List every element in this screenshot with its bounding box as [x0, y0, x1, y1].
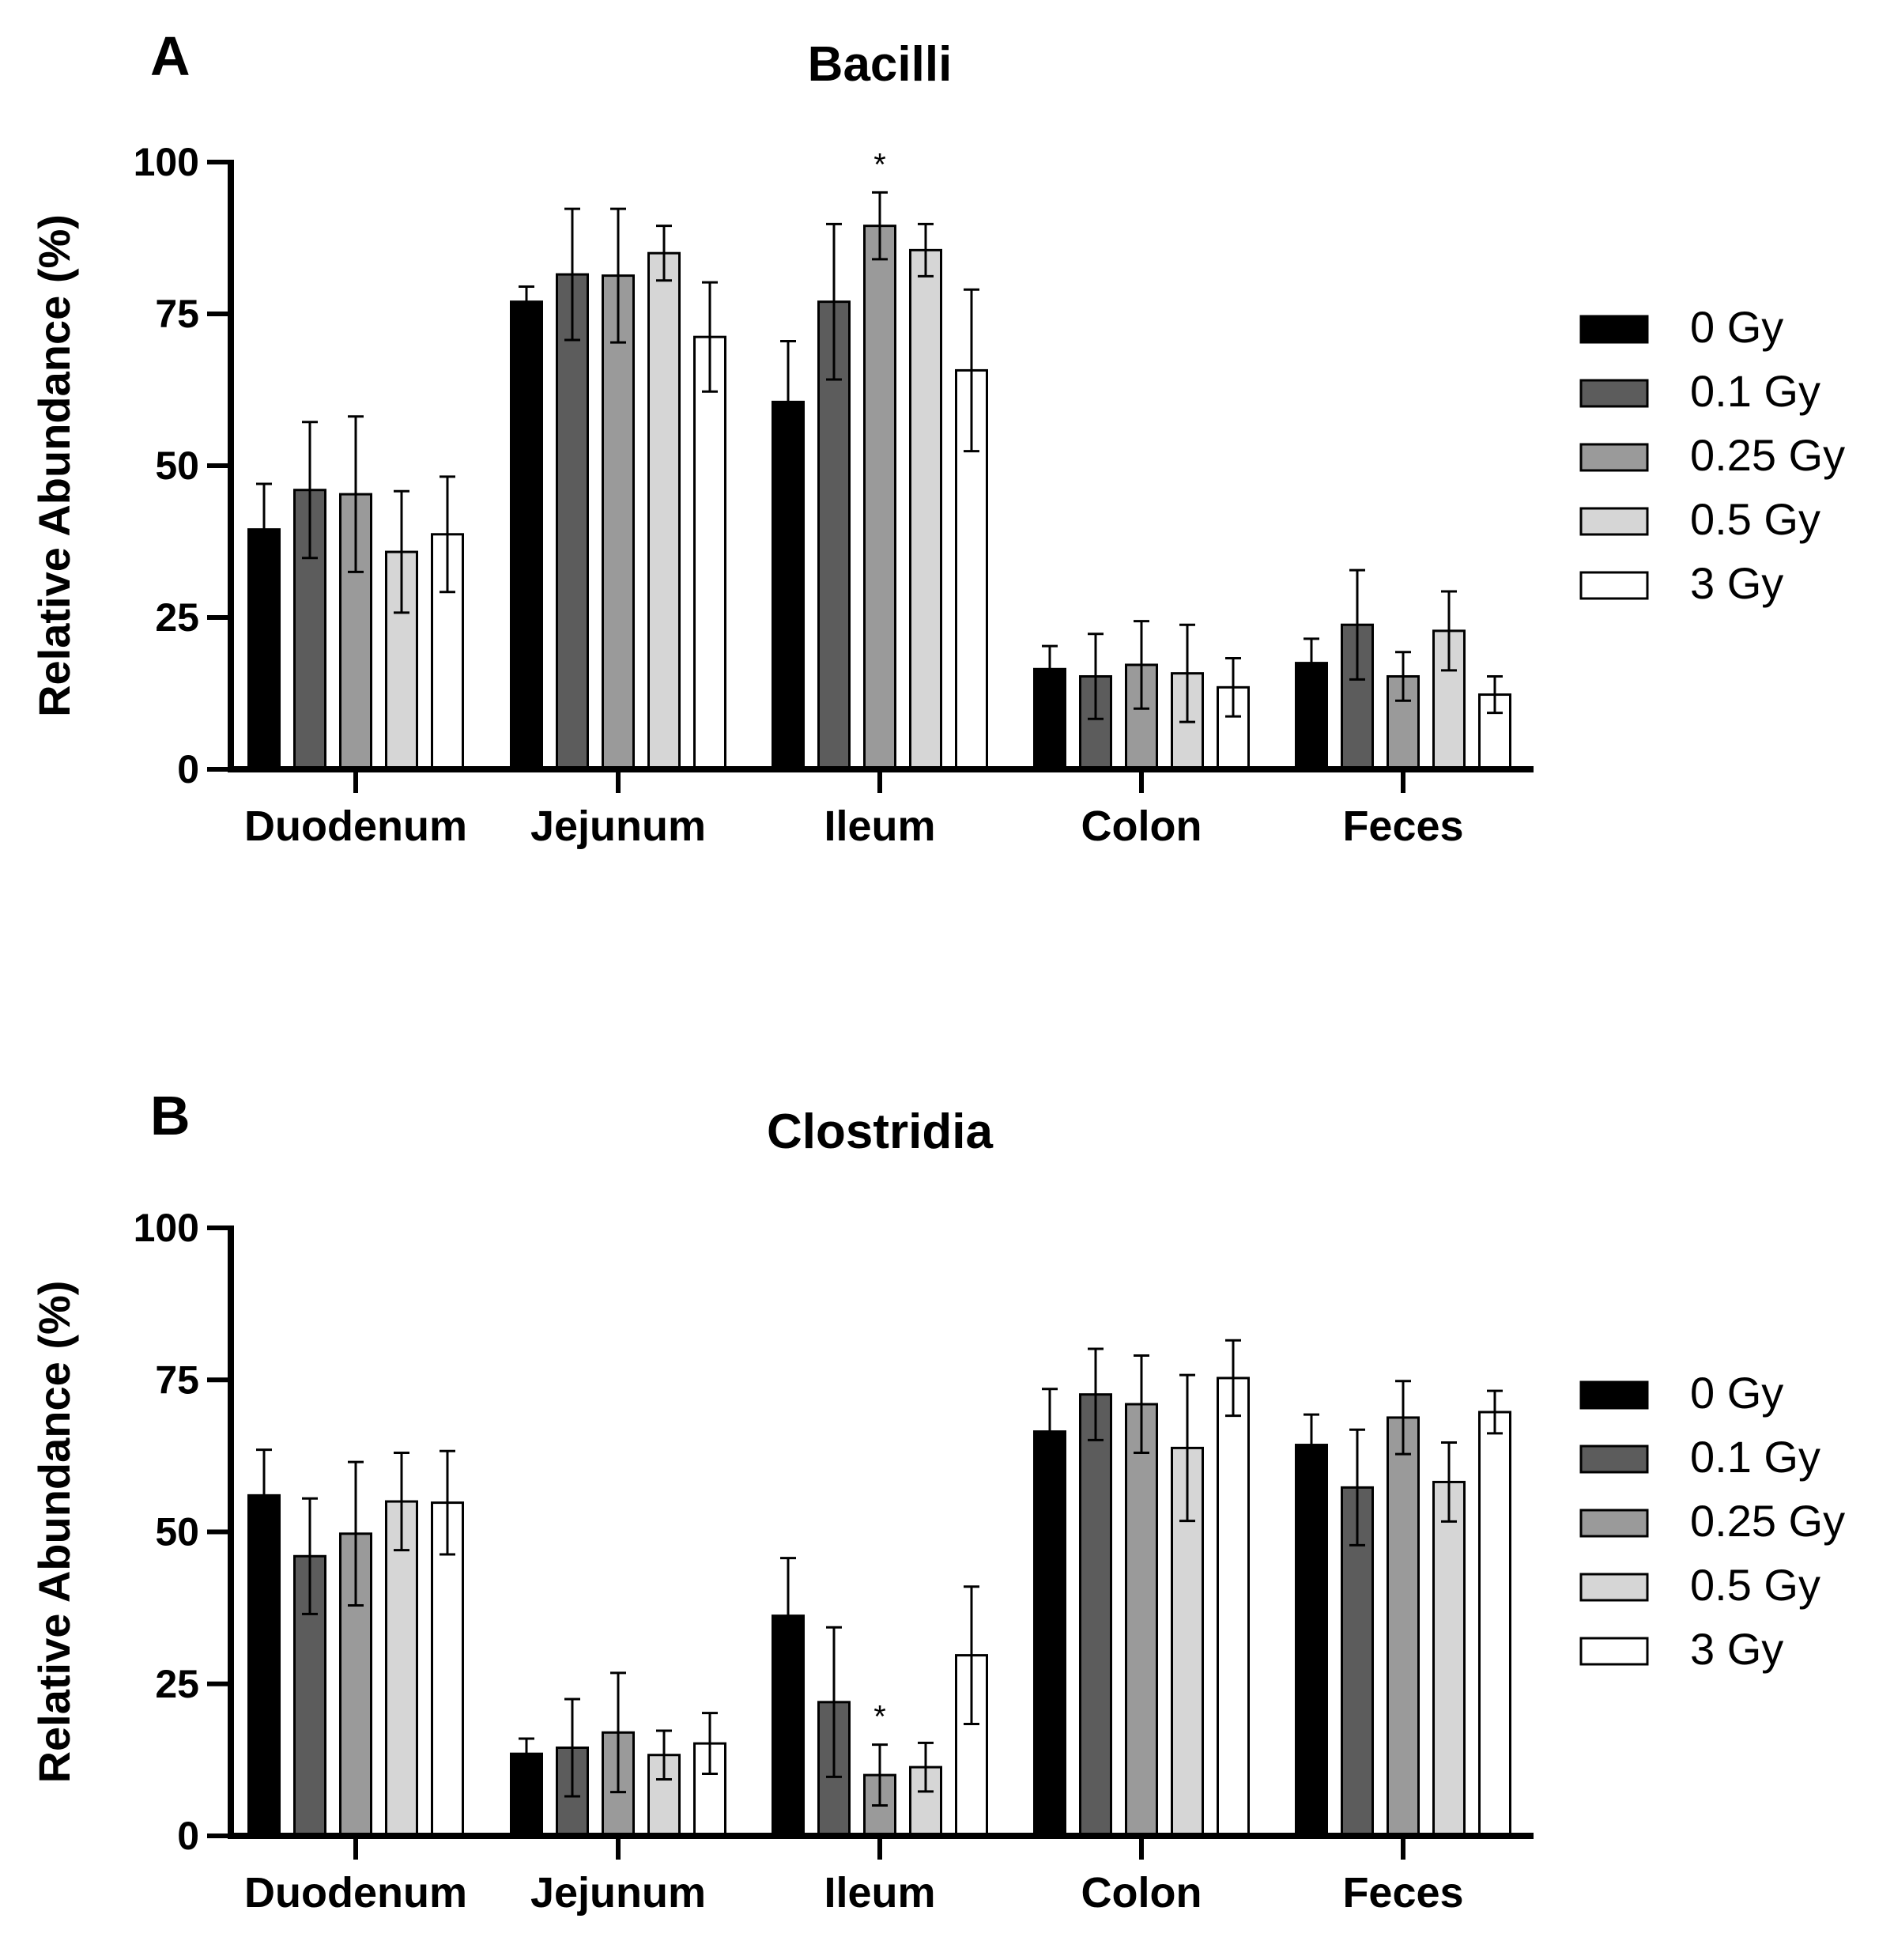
x-category-label: Colon — [1081, 803, 1202, 850]
x-category-label: Ileum — [824, 803, 935, 850]
bar — [1125, 1403, 1158, 1837]
bar — [1217, 1377, 1250, 1837]
bar — [1432, 1480, 1466, 1837]
significance-mark: * — [873, 147, 886, 182]
bar — [693, 335, 726, 771]
significance-mark: * — [873, 1700, 886, 1735]
y-tick-label: 100 — [134, 140, 199, 184]
bar — [1033, 1430, 1066, 1837]
y-axis-label: Relative Abundance (%) — [29, 1281, 79, 1784]
x-category-label: Ileum — [824, 1869, 935, 1917]
legend-label: 0.1 Gy — [1690, 366, 1820, 416]
y-tick-label: 50 — [155, 1510, 199, 1554]
x-category-label: Jejunum — [530, 803, 706, 850]
legend-swatch — [1579, 379, 1649, 408]
x-category-label: Feces — [1342, 1869, 1463, 1917]
panel-letter: A — [150, 25, 191, 87]
legend-swatch — [1579, 443, 1649, 472]
legend-label: 0 Gy — [1690, 1368, 1783, 1418]
bar — [909, 248, 942, 771]
x-category-label: Duodenum — [244, 1869, 467, 1917]
y-axis-label: Relative Abundance (%) — [29, 214, 79, 717]
x-category-label: Duodenum — [244, 803, 467, 850]
y-tick-label: 25 — [155, 595, 199, 640]
legend-swatch — [1579, 1573, 1649, 1602]
y-tick-label: 75 — [155, 1358, 199, 1402]
y-tick-label: 0 — [177, 1814, 199, 1858]
bar — [1079, 1393, 1112, 1837]
legend-label: 3 Gy — [1690, 1624, 1783, 1674]
y-tick-label: 25 — [155, 1662, 199, 1706]
bar — [602, 274, 635, 771]
panel-letter: B — [150, 1085, 191, 1146]
bar — [647, 251, 681, 771]
y-tick-label: 0 — [177, 747, 199, 791]
bar — [1478, 1411, 1511, 1837]
y-tick-label: 75 — [155, 292, 199, 336]
bar — [510, 300, 543, 771]
panel-b-clostridia: B Clostridia Relative Abundance (%) * 0 25 50 7… — [29, 1085, 1845, 1917]
legend-label: 3 Gy — [1690, 558, 1783, 608]
y-tick-label: 50 — [155, 444, 199, 488]
legend-swatch — [1579, 1637, 1649, 1666]
x-category-label: Jejunum — [530, 1869, 706, 1917]
chart-title: Bacilli — [808, 37, 953, 92]
legend-label: 0.25 Gy — [1690, 1496, 1845, 1546]
legend-label: 0 Gy — [1690, 302, 1783, 352]
legend-swatch — [1579, 571, 1649, 600]
bar — [693, 1742, 726, 1837]
x-category-label: Feces — [1342, 803, 1463, 850]
bar — [1387, 1416, 1420, 1837]
bar — [385, 550, 418, 771]
legend-swatch — [1579, 1509, 1649, 1538]
legend-label: 0.1 Gy — [1690, 1432, 1820, 1482]
bar — [863, 225, 896, 771]
y-tick-label: 100 — [134, 1206, 199, 1250]
legend-label: 0.25 Gy — [1690, 430, 1845, 480]
legend-swatch — [1579, 315, 1649, 344]
legend-swatch — [1579, 1445, 1649, 1474]
bar — [385, 1500, 418, 1837]
panel-a-bacilli: A Bacilli Relative Abundance (%) * 0 25 50 75 10… — [29, 25, 1845, 850]
chart-title: Clostridia — [767, 1105, 993, 1159]
legend-label: 0.5 Gy — [1690, 1560, 1820, 1610]
bar — [247, 1494, 281, 1837]
legend-label: 0.5 Gy — [1690, 494, 1820, 544]
legend-swatch — [1579, 1380, 1649, 1410]
x-category-label: Colon — [1081, 1869, 1202, 1917]
bar — [556, 273, 589, 771]
legend-swatch — [1579, 507, 1649, 536]
bar — [1295, 1444, 1328, 1837]
